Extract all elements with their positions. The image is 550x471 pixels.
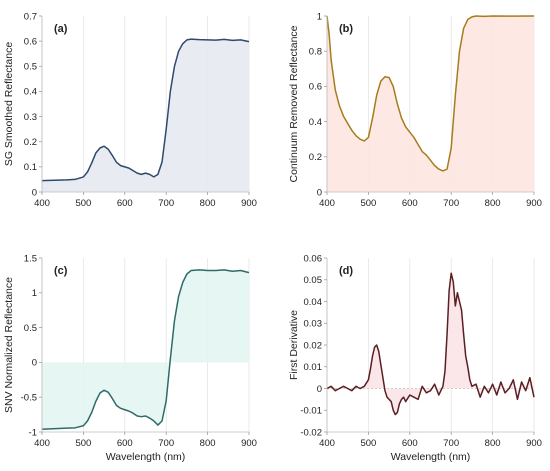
panel-label: (b) — [339, 23, 353, 35]
x-tick-label: 700 — [158, 438, 174, 449]
x-tick-label: 400 — [34, 198, 50, 209]
x-tick-label: 500 — [360, 198, 376, 209]
y-tick-label: 0.8 — [309, 47, 322, 58]
x-tick-label: 500 — [75, 198, 91, 209]
x-axis-label: Wavelength (nm) — [106, 451, 186, 463]
series-fill — [42, 39, 249, 193]
x-tick-label: 500 — [75, 438, 91, 449]
x-tick-label: 900 — [241, 198, 257, 209]
series-line — [41, 38, 250, 182]
x-tick-label: 600 — [402, 198, 418, 209]
y-tick-label: 1 — [32, 288, 37, 299]
panel-label: (a) — [54, 23, 68, 35]
x-tick-label: 800 — [200, 198, 216, 209]
y-tick-label: 0.5 — [24, 62, 37, 73]
y-tick-label: 0.01 — [304, 362, 323, 373]
y-tick-label: 0.6 — [309, 82, 322, 93]
panel-c: 400 500 600 700 800 900 -1 -0.5 0 0.5 1 1.5 SNV Norm… — [3, 253, 257, 463]
x-axis-label: Wavelength (nm) — [391, 451, 471, 463]
y-tick-label: 0 — [32, 187, 37, 198]
panel-a: 400 500 600 700 800 900 0 0.1 0.2 0.3 0.4 0.5 0.6 0.7… — [3, 11, 257, 209]
x-tick-label: 700 — [158, 198, 174, 209]
series-fill — [327, 16, 534, 192]
y-tick-label: -1 — [29, 427, 37, 438]
y-tick-label: -0.01 — [300, 406, 322, 417]
y-tick-label: 0.3 — [24, 112, 37, 123]
y-tick-label: 1.5 — [24, 253, 37, 264]
series-line — [41, 269, 250, 430]
x-tick-label: 700 — [443, 438, 459, 449]
x-tick-label: 900 — [526, 438, 542, 449]
y-axis-label: SG Smoothed Reflectance — [3, 42, 15, 166]
y-tick-label: 0.2 — [24, 137, 37, 148]
x-tick-label: 400 — [319, 438, 335, 449]
x-tick-label: 400 — [34, 438, 50, 449]
y-tick-label: -0.5 — [21, 393, 37, 404]
panel-label: (c) — [54, 265, 68, 277]
y-tick-label: 0.04 — [304, 297, 323, 308]
y-tick-label: 0.02 — [304, 340, 323, 351]
y-tick-label: 0 — [317, 187, 322, 198]
series-fill — [327, 273, 534, 415]
y-tick-label: 0.2 — [309, 152, 322, 163]
y-tick-label: 0.05 — [304, 275, 323, 286]
y-tick-label: 0.03 — [304, 319, 323, 330]
y-tick-label: 0 — [317, 384, 322, 395]
x-tick-label: 900 — [526, 198, 542, 209]
x-tick-label: 700 — [443, 198, 459, 209]
y-tick-label: 0.7 — [24, 11, 37, 22]
x-tick-label: 900 — [241, 438, 257, 449]
y-tick-label: 0.06 — [304, 253, 323, 264]
y-tick-label: 1 — [317, 11, 322, 22]
series-fill — [42, 269, 249, 430]
x-tick-label: 400 — [319, 198, 335, 209]
x-tick-label: 500 — [360, 438, 376, 449]
x-tick-label: 600 — [117, 198, 133, 209]
y-tick-label: 0.4 — [309, 117, 322, 128]
y-axis-label: SNV Normalized Reflectance — [3, 277, 15, 413]
x-tick-label: 800 — [485, 438, 501, 449]
y-tick-label: -0.02 — [300, 427, 322, 438]
panel-b: 400 500 600 700 800 900 0 0.2 0.4 0.6 0.8 1 Continuu… — [288, 11, 542, 209]
y-tick-label: 0.1 — [24, 162, 37, 173]
panel-label: (d) — [339, 265, 353, 277]
y-axis-label: First Derivative — [288, 310, 300, 380]
series-line — [326, 15, 535, 172]
x-tick-label: 800 — [485, 198, 501, 209]
y-axis-label: Continuum Removed Reflectance — [288, 25, 300, 182]
panel-d: 400 500 600 700 800 900 -0.02 -0.01 0 0.01 0.02 0.0… — [288, 253, 542, 463]
x-tick-label: 600 — [402, 438, 418, 449]
y-tick-label: 0 — [32, 358, 37, 369]
y-tick-label: 0.6 — [24, 36, 37, 47]
y-tick-label: 0.5 — [24, 323, 37, 334]
series-line — [326, 272, 535, 416]
x-tick-label: 600 — [117, 438, 133, 449]
x-tick-label: 800 — [200, 438, 216, 449]
y-tick-label: 0.4 — [24, 87, 37, 98]
